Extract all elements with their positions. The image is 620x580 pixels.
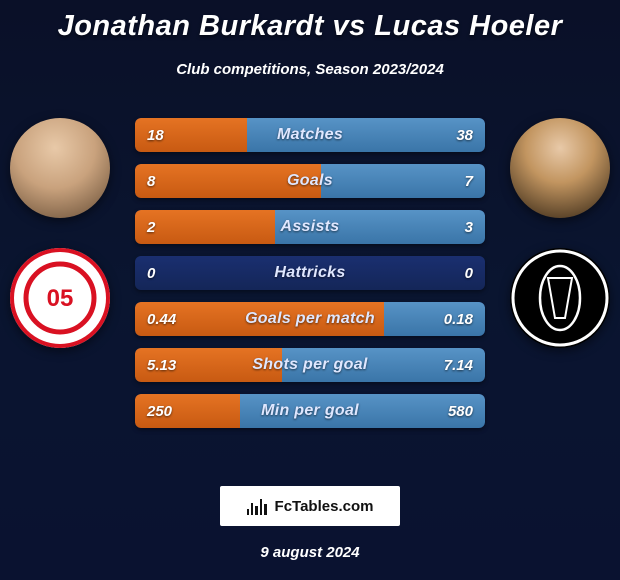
brand-logo: FcTables.com [220, 486, 400, 526]
stat-value-right: 7 [453, 164, 485, 198]
stat-row: Hattricks0 0 [135, 256, 485, 290]
stat-label: Matches [135, 118, 485, 152]
club-badge-right [510, 248, 610, 348]
subtitle: Club competitions, Season 2023/2024 [0, 61, 620, 78]
stats-list: Matches18 38 Goals8 7 Assists2 3 Hattricks0 0 Go… [135, 118, 485, 428]
stat-label: Assists [135, 210, 485, 244]
club-badge-left: 05 [10, 248, 110, 348]
stat-value-left: 0.44 [135, 302, 188, 336]
stat-value-left: 250 [135, 394, 184, 428]
stat-value-left: 2 [135, 210, 167, 244]
stat-value-right: 580 [436, 394, 485, 428]
stat-value-left: 0 [135, 256, 167, 290]
brand-bars-icon [247, 497, 267, 515]
stat-row: Shots per goal5.137.14 [135, 348, 485, 382]
stat-row: Matches18 38 [135, 118, 485, 152]
comparison-area: 05 Matches1838Goals87Assists23Hattricks0… [0, 118, 620, 438]
stat-value-left: 18 [135, 118, 176, 152]
player-left-avatar [10, 118, 110, 218]
stat-value-left: 5.13 [135, 348, 188, 382]
stat-value-right: 38 [444, 118, 485, 152]
stat-label: Min per goal [135, 394, 485, 428]
stat-value-left: 8 [135, 164, 167, 198]
date-label: 9 august 2024 [260, 544, 359, 561]
stat-label: Hattricks [135, 256, 485, 290]
club-badge-left-svg: 05 [10, 248, 110, 348]
stat-row: Assists2 3 [135, 210, 485, 244]
stat-label: Goals [135, 164, 485, 198]
svg-text:05: 05 [47, 285, 74, 312]
stat-value-right: 0 [453, 256, 485, 290]
club-badge-right-svg [510, 248, 610, 348]
stat-row: Min per goal250 580 [135, 394, 485, 428]
stat-value-right: 0.18 [432, 302, 485, 336]
stat-value-right: 3 [453, 210, 485, 244]
page-title: Jonathan Burkardt vs Lucas Hoeler [0, 0, 620, 43]
stat-row: Goals per match0.440.18 [135, 302, 485, 336]
brand-text: FcTables.com [275, 498, 374, 515]
stat-row: Goals8 7 [135, 164, 485, 198]
stat-value-right: 7.14 [432, 348, 485, 382]
player-right-avatar [510, 118, 610, 218]
